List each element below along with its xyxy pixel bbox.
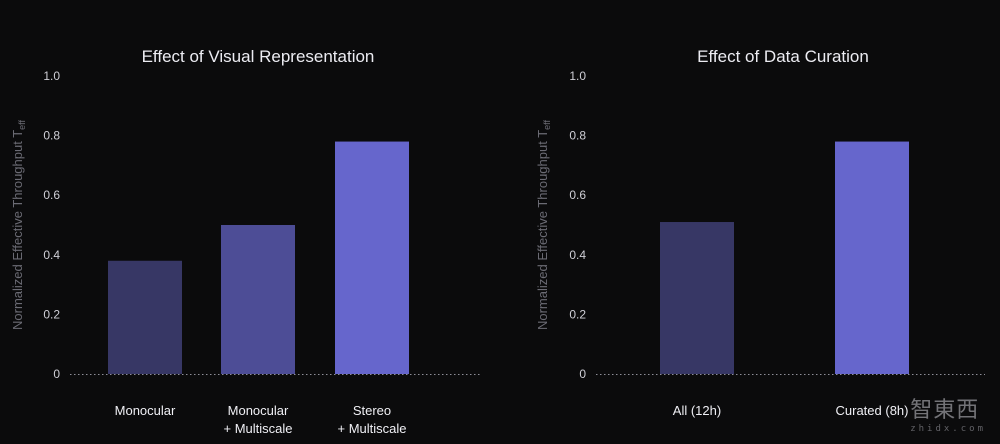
chart1-x-tick-label: Stereo — [353, 403, 391, 418]
chart2-y-tick-label: 0.6 — [569, 188, 586, 202]
chart1-bar — [335, 141, 409, 374]
chart1-y-tick-label: 0.6 — [43, 188, 60, 202]
watermark-logo-text: 智東西 — [910, 398, 980, 423]
chart2-y-tick-label: 0.4 — [569, 248, 586, 262]
chart2-y-axis-label: Normalized Effective Throughput Teff — [535, 119, 552, 330]
chart1-title: Effect of Visual Representation — [142, 47, 375, 66]
chart1-y-tick-label: 0.4 — [43, 248, 60, 262]
chart1-y-tick-label: 0.8 — [43, 129, 60, 143]
chart1-y-tick-label: 1.0 — [43, 69, 60, 83]
chart1-y-axis-label: Normalized Effective Throughput Teff — [10, 119, 27, 330]
chart2-y-tick-label: 0.2 — [569, 307, 586, 321]
chart2-bar — [660, 222, 734, 374]
watermark-logo: 智東西 zhidx.com — [910, 392, 986, 434]
chart1-y-tick-label: 0.2 — [43, 307, 60, 321]
chart1-bar — [221, 225, 295, 374]
watermark-sub-text: zhidx.com — [910, 424, 986, 434]
chart2-y-tick-label: 0.8 — [569, 129, 586, 143]
chart1-x-tick-label: Monocular — [115, 403, 176, 418]
chart2-x-tick-label: Curated (8h) — [836, 403, 909, 418]
chart1-x-tick-label: + Multiscale — [338, 421, 407, 436]
chart2-y-tick-label: 1.0 — [569, 69, 586, 83]
chart2-y-tick-label: 0 — [579, 367, 586, 381]
chart1-bar — [108, 260, 182, 374]
chart1-x-tick-label: + Multiscale — [224, 421, 293, 436]
chart2-x-tick-label: All (12h) — [673, 403, 721, 418]
chart1-x-tick-label: Monocular — [228, 403, 289, 418]
chart1-y-tick-label: 0 — [53, 367, 60, 381]
chart2-bar — [835, 141, 909, 374]
chart2-title: Effect of Data Curation — [697, 47, 869, 66]
